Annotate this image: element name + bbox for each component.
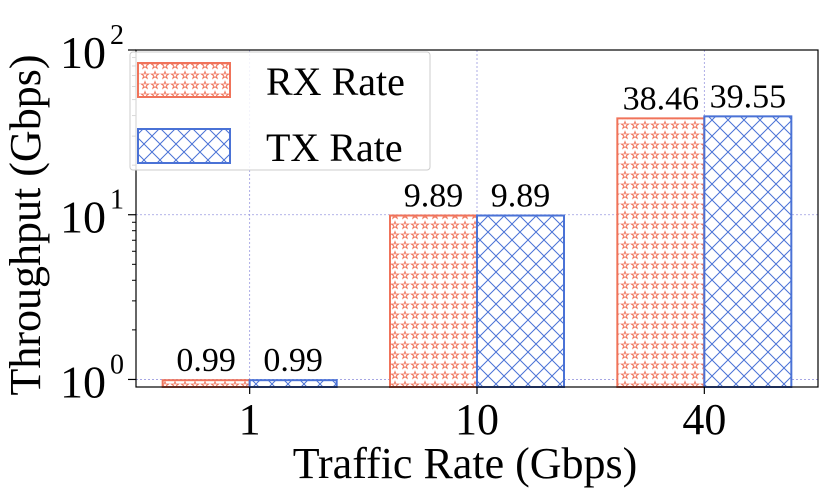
legend-label-tx: TX Rate [266,125,403,170]
y-tick-label: 10 [60,356,106,407]
legend-swatch-rx [137,62,231,98]
bars [161,115,793,389]
bar-tx-rate [248,379,338,389]
data-labels: 0.99 9.89 38.46 0.99 9.89 39.55 [176,78,786,379]
x-axis-title: Traffic Rate (Gbps) [293,439,638,488]
y-tick-exponent: 0 [110,349,124,380]
y-tick-label: 10 [60,27,106,78]
x-tick-label: 40 [682,395,726,444]
legend-swatch-tx [137,128,231,164]
legend: RX Rate TX Rate [129,51,431,171]
legend-label-rx: RX Rate [266,59,405,104]
bar-value-label: 9.89 [491,178,551,215]
bar-rx-rate [389,214,478,388]
bar-tx-rate [476,214,565,388]
y-tick-exponent: 1 [110,185,124,216]
bar-rx-rate [161,379,251,389]
bar-value-label: 0.99 [263,342,323,379]
x-tick-label: 10 [455,395,499,444]
y-tick-exponent: 2 [110,20,124,51]
x-tick-label: 1 [239,395,261,444]
bar-value-label: 38.46 [623,80,700,117]
bar-rx-rate [616,117,706,388]
bar-value-label: 9.89 [404,178,464,215]
bar-value-label: 0.99 [176,342,236,379]
bar-value-label: 39.55 [710,78,787,115]
y-axis-title: Throughput (Gbps) [1,55,50,396]
bar-tx-rate [703,115,793,389]
y-tick-label: 10 [60,192,106,243]
